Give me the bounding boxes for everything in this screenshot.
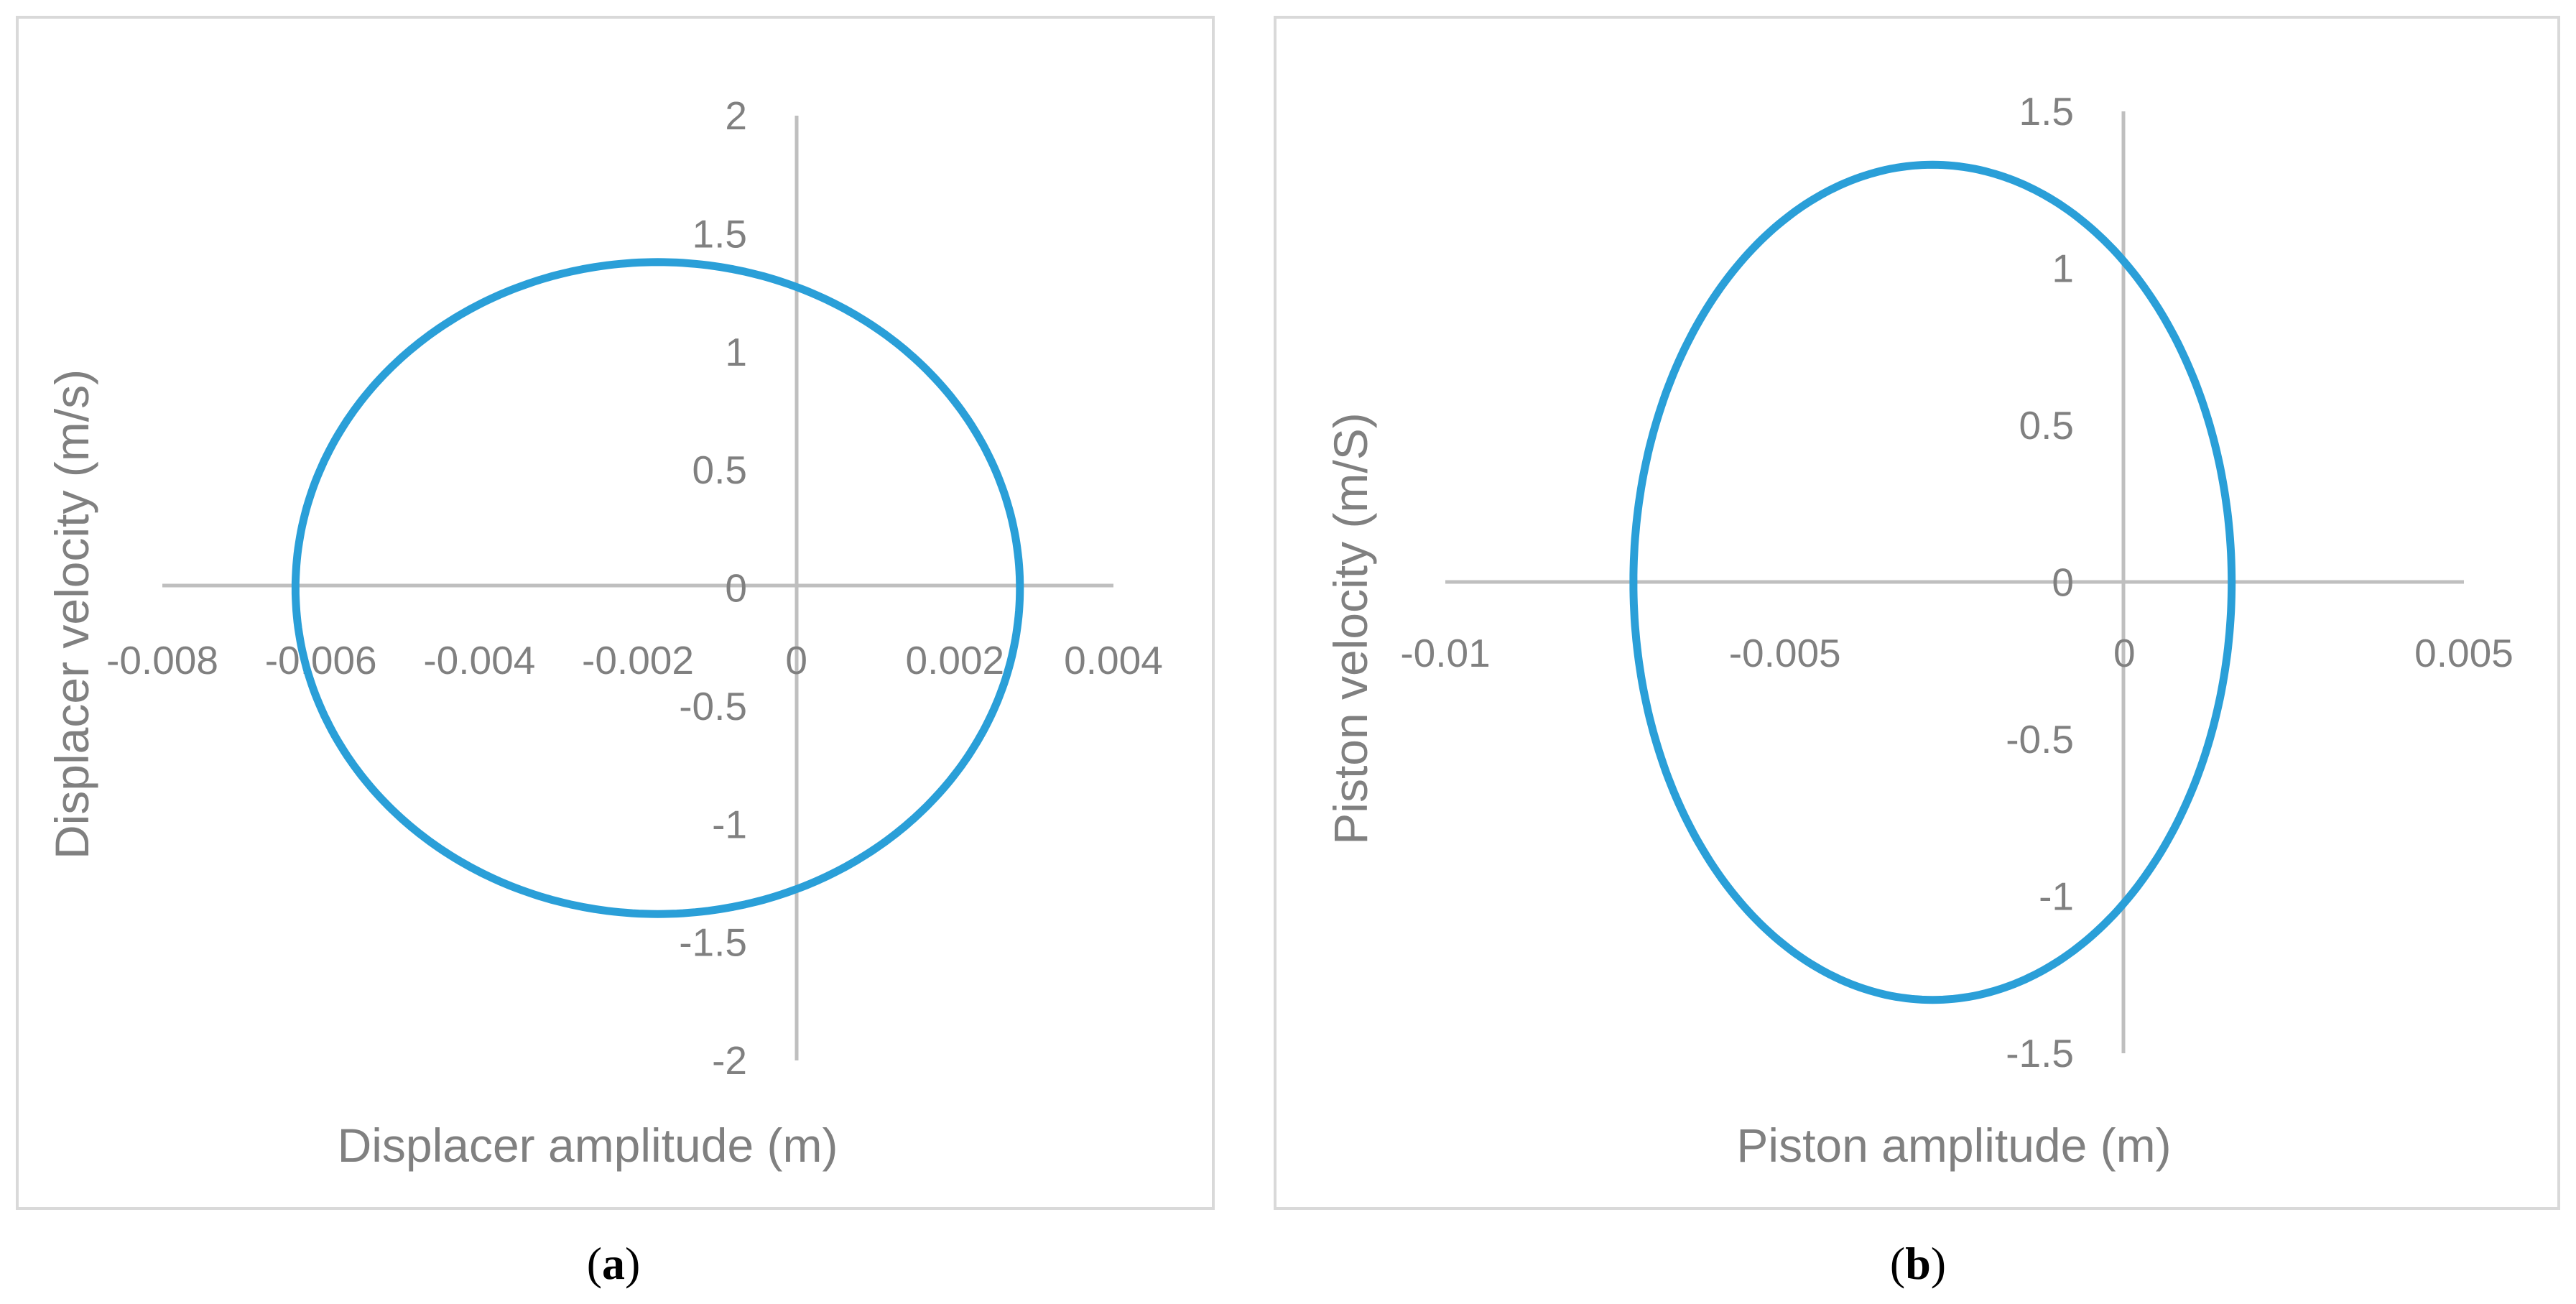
x-axis-title-b: Piston amplitude (m) (1736, 1119, 2171, 1172)
x-tick-label: 0.002 (906, 638, 1005, 683)
x-tick-label: -0.002 (582, 638, 694, 683)
x-tick-label: -0.008 (106, 638, 218, 683)
x-tick-label: -0.004 (423, 638, 535, 683)
caption-b-label: b (1905, 1238, 1931, 1289)
y-tick-labels-a: 2 1.5 1 0.5 0 -0.5 -1 -1.5 -2 (679, 93, 747, 1083)
y-tick-label: 1.5 (692, 211, 747, 256)
series-curve-a (291, 258, 1024, 918)
caption-a-label: a (602, 1238, 625, 1289)
y-tick-label: 0 (725, 566, 747, 611)
y-tick-label: 0 (2052, 560, 2074, 605)
x-tick-labels-b: -0.01 -0.005 0 0.005 (1400, 631, 2514, 675)
caption-b: (b) (1890, 1238, 1946, 1289)
chart-panel-b: -0.01 -0.005 0 0.005 1.5 1 0.5 0 -0.5 -1 -1.5 Pis… (1274, 16, 2560, 1210)
y-tick-label: -2 (712, 1038, 747, 1083)
y-axis-title-a: Displacer velocity (m/s) (45, 369, 98, 859)
y-tick-label: 2 (725, 93, 747, 138)
chart-panel-a: -0.008 -0.006 -0.004 -0.002 0 0.002 0.004 2 1.5… (16, 16, 1215, 1210)
x-tick-label: -0.006 (265, 638, 377, 683)
y-tick-label: 1 (725, 330, 747, 374)
chart-frame-a (16, 16, 1215, 1210)
y-tick-label: 1 (2052, 246, 2074, 291)
chart-frame-b (1274, 16, 2560, 1210)
x-tick-label: 0 (2113, 631, 2136, 675)
y-tick-label: -0.5 (2006, 717, 2074, 762)
y-tick-label: -1.5 (679, 920, 747, 965)
x-tick-labels-a: -0.008 -0.006 -0.004 -0.002 0 0.002 0.004 (106, 638, 1163, 683)
x-axis-title-a: Displacer amplitude (m) (338, 1119, 838, 1172)
y-tick-label: 0.5 (2019, 403, 2074, 448)
x-tick-label: -0.01 (1400, 631, 1490, 675)
x-tick-label: 0.005 (2414, 631, 2514, 675)
y-tick-label: -0.5 (679, 684, 747, 729)
x-tick-label: -0.005 (1729, 631, 1841, 675)
y-tick-label: -1 (712, 802, 747, 846)
y-tick-label: -1 (2039, 874, 2074, 919)
y-tick-labels-b: 1.5 1 0.5 0 -0.5 -1 -1.5 (2006, 89, 2074, 1076)
series-curve-b (1629, 160, 2236, 1004)
y-axis-title-b: Piston velocity (m/S) (1324, 412, 1377, 844)
y-tick-label: 0.5 (692, 448, 747, 492)
y-tick-label: 1.5 (2019, 89, 2074, 134)
caption-a: (a) (587, 1238, 641, 1289)
x-tick-label: 0.004 (1064, 638, 1163, 683)
x-tick-label: 0 (785, 638, 807, 683)
y-tick-label: -1.5 (2006, 1031, 2074, 1076)
